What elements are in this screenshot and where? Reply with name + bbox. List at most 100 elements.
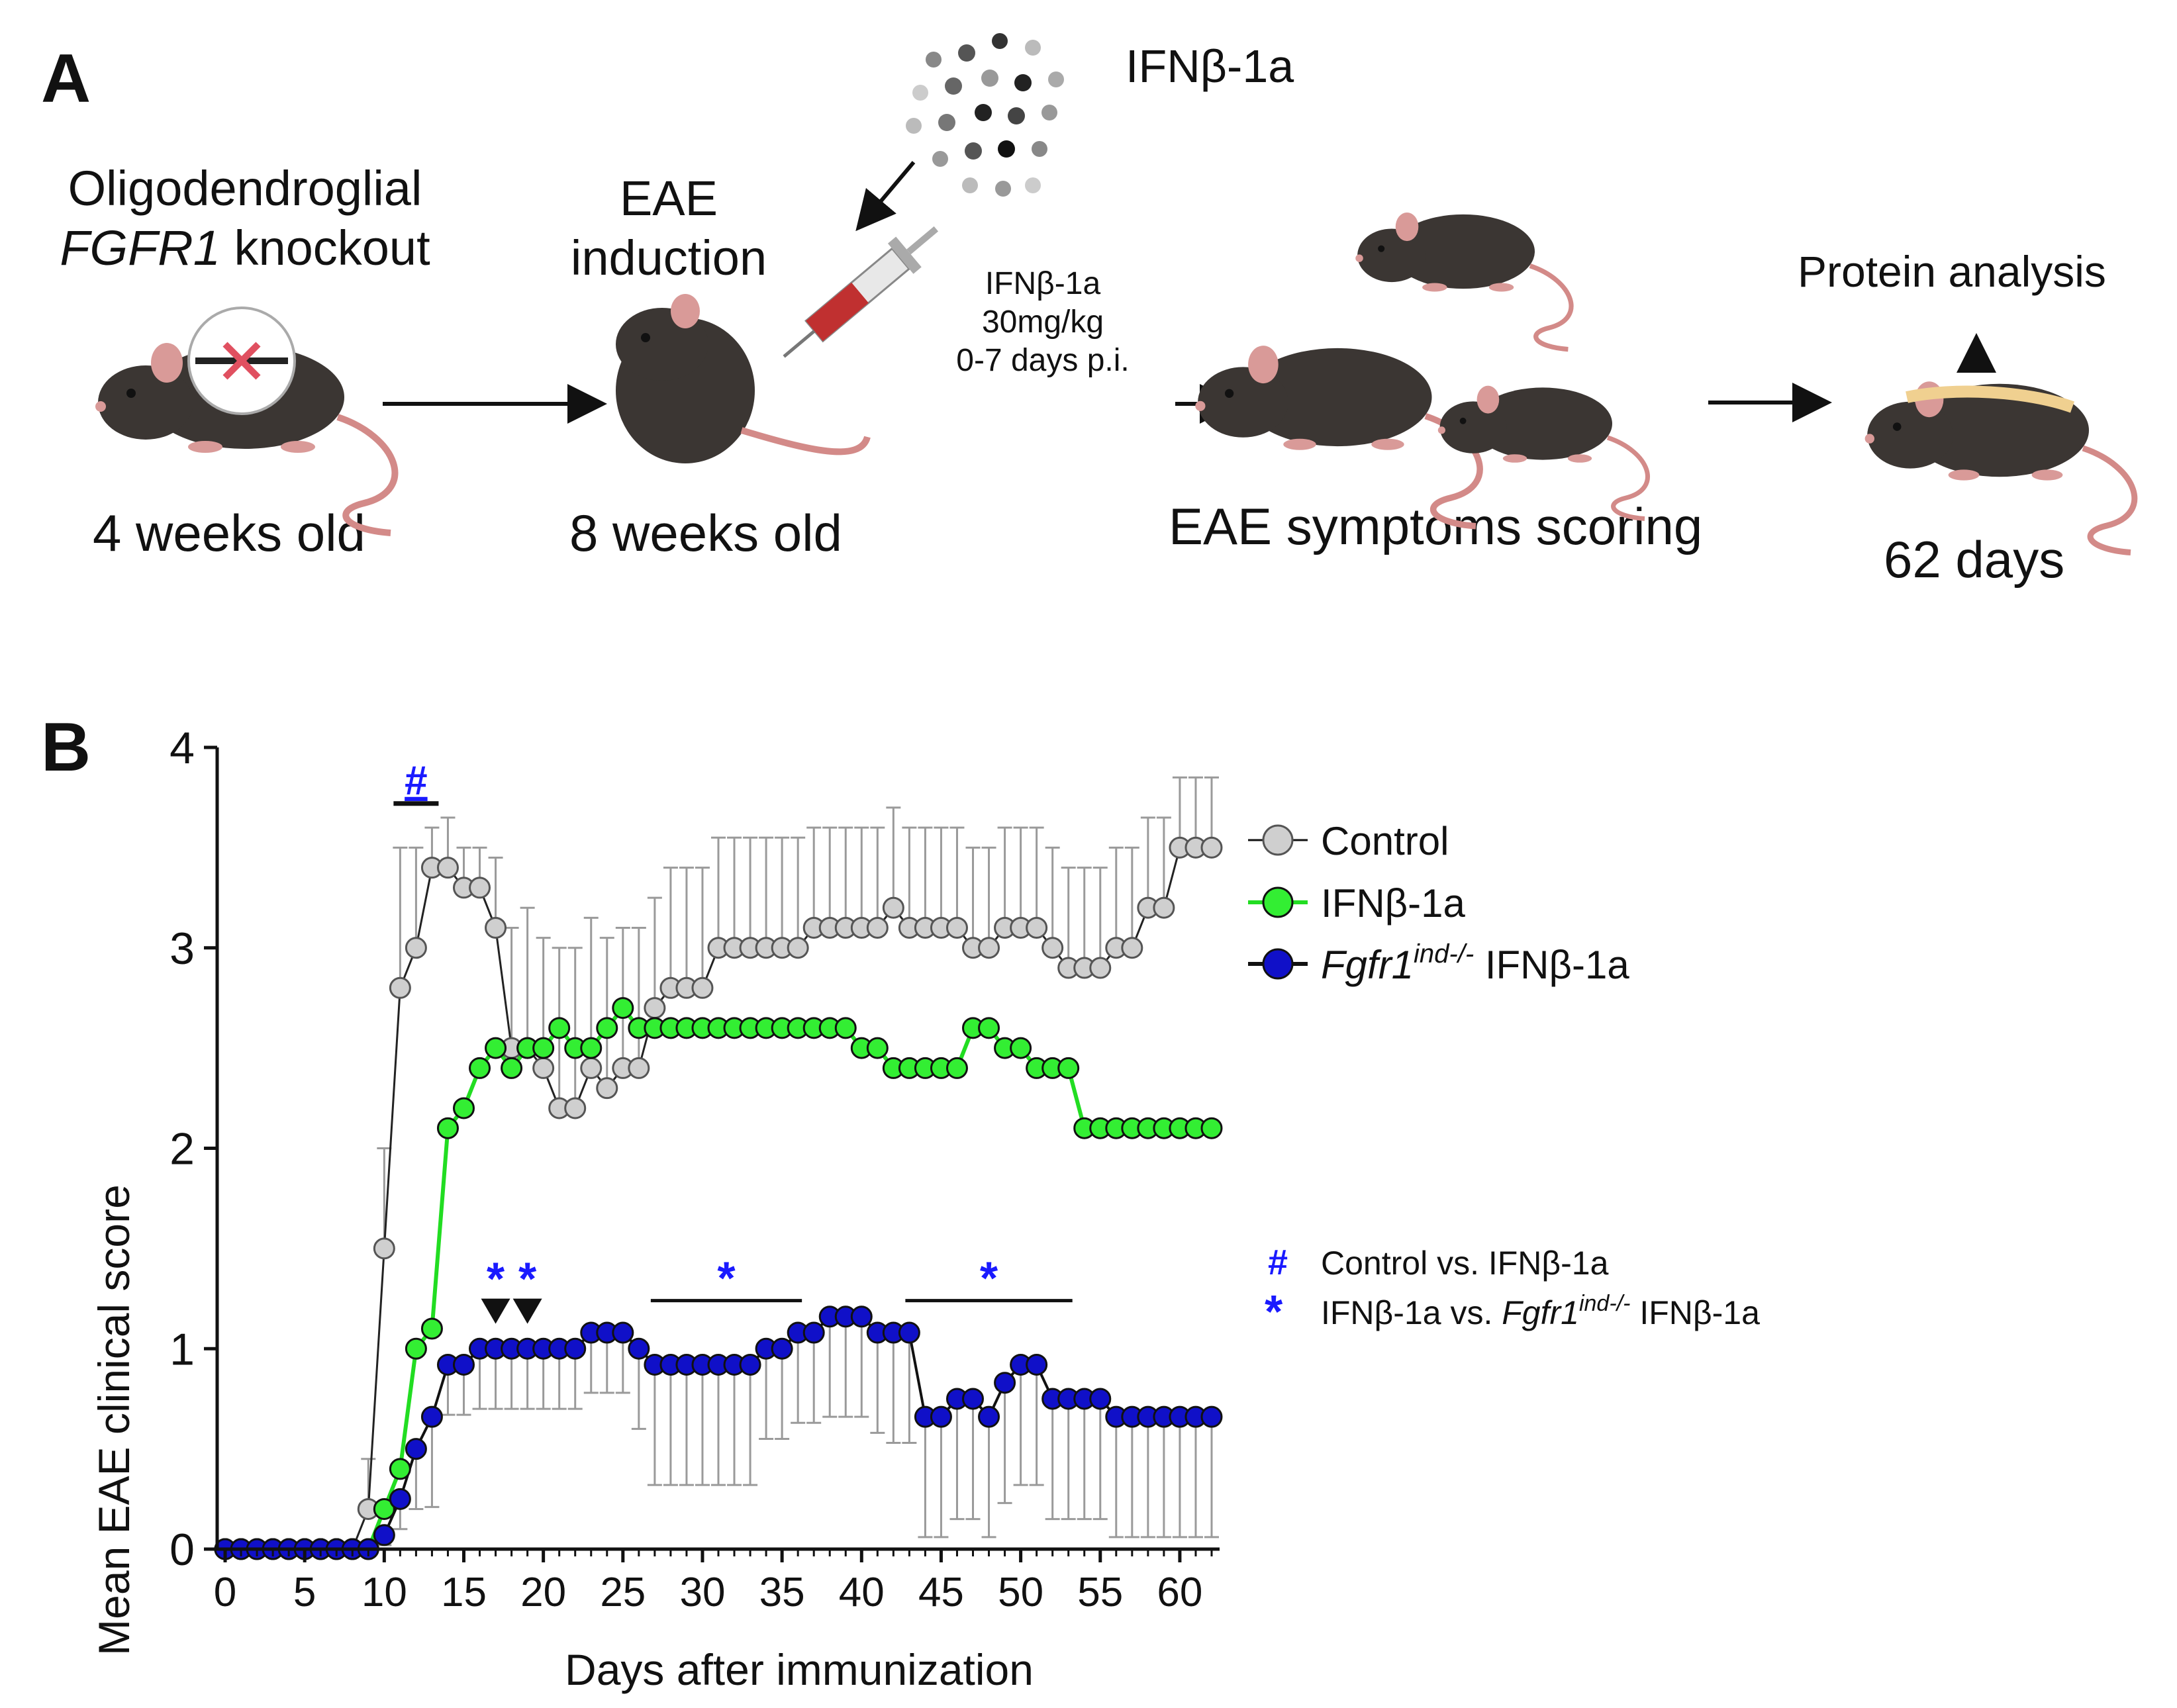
ifn-point [436,1117,459,1139]
fgfr-point [962,1388,985,1410]
age-8-weeks: 8 weeks old [569,504,842,562]
fgfr-point [405,1438,427,1460]
x-tick-label: 55 [1077,1570,1123,1615]
ifn-point [485,1037,507,1059]
ifn-point [532,1037,555,1059]
x-tick-label: 50 [998,1570,1043,1615]
control-point [691,976,714,999]
triangle-marker-icon [512,1298,542,1324]
y-axis-label: Mean EAE clinical score [89,1184,138,1656]
control-point [978,937,1000,959]
control-point [405,937,427,959]
syringe-icon [783,226,939,358]
star-symbol: * [1265,1286,1283,1337]
ifn-point [866,1037,889,1059]
ifn-point [978,1017,1000,1039]
hash-symbol: # [1268,1243,1288,1282]
x-tick-label: 60 [1157,1570,1202,1615]
control-point [866,916,889,939]
knockout-suffix: knockout [220,220,430,275]
legend: Control IFNβ-1a Fgfr1ind-/- IFNβ-1a [1248,819,1629,987]
dose-line1: IFNβ-1a [985,266,1101,301]
control-point [389,976,411,999]
ifn-point [548,1017,571,1039]
arrow-drug [855,161,916,232]
ifn-point [405,1337,427,1360]
protein-analysis-mouse-illustration [1865,381,2135,552]
fgfr-point [994,1372,1016,1394]
fgfr1-gene-label: FGFR1 [60,220,220,275]
fgfr-point [612,1321,634,1344]
panel-a-label: A [41,40,91,117]
fgfr-point [771,1337,793,1360]
control-point [1089,957,1112,979]
fgfr-point [978,1405,1000,1428]
series-points [214,836,1223,1560]
eae-scoring-mice-illustration [1195,213,1647,526]
x-tick-label: 20 [520,1570,566,1615]
control-point [596,1077,618,1100]
star-significance-mark: * [717,1253,736,1304]
hash-significance-mark: # [405,758,427,804]
hash-legend-text: Control vs. IFNβ-1a [1321,1245,1609,1282]
control-point [1026,916,1048,939]
triangle-marker-icon [481,1298,510,1324]
legend-ifn-label: IFNβ-1a [1321,881,1466,925]
significance-legend: # Control vs. IFNβ-1a * IFNβ-1a vs. Fgfr… [1265,1243,1760,1337]
legend-item-control: Control [1248,819,1449,863]
control-point [1121,937,1143,959]
control-point [469,877,491,899]
ifn-point [389,1458,411,1480]
control-point [373,1237,395,1260]
control-point [532,1057,555,1079]
protein-analysis-label: Protein analysis [1798,247,2106,296]
fgfr-point [389,1488,411,1510]
control-point [485,916,507,939]
legend-item-ifn: IFNβ-1a [1248,881,1466,925]
dose-line3: 0-7 days p.i. [956,343,1130,378]
error-bars [361,776,1219,1546]
significance-annotations: #* * * * [393,758,1073,1324]
control-point [1200,836,1223,859]
legend-control-marker [1262,824,1294,856]
ifn-point [612,997,634,1020]
control-point [580,1057,603,1079]
y-tick-label: 3 [169,924,195,974]
x-tick-label: 45 [918,1570,964,1615]
x-tick-label: 10 [362,1570,407,1615]
knockout-caption: Oligodendroglial FGFR1 knockout [53,159,437,278]
knockout-mouse-illustration [95,307,395,533]
eae-induction-mouse-illustration [616,226,939,463]
ifn-point [420,1317,443,1340]
fgfr-point [373,1524,395,1546]
legend-fgfr-label: Fgfr1ind-/- IFNβ-1a [1321,939,1629,987]
panel-a-graphics [0,33,2177,636]
control-point [1153,896,1175,919]
y-tick-label: 2 [169,1124,195,1174]
legend-item-fgfr: Fgfr1ind-/- IFNβ-1a [1248,939,1629,987]
fgfr-point [420,1405,443,1428]
knockout-line1: Oligodendroglial [68,161,422,216]
ifn-point [373,1497,395,1520]
ifn-point [452,1097,475,1119]
control-point [564,1097,587,1119]
dose-caption: IFNβ-1a 30mg/kg 0-7 days p.i. [924,265,1162,380]
x-tick-label: 0 [214,1570,236,1615]
control-point [945,916,968,939]
fgfr-point [1089,1388,1112,1410]
x-axis-label: Days after immunization [565,1645,1034,1694]
age-4-weeks: 4 weeks old [93,504,365,562]
eae-induction-caption: EAE induction [563,169,775,288]
drug-label: IFNβ-1a [1126,40,1294,92]
control-point [1041,937,1064,959]
ifn-point [469,1057,491,1079]
fgfr-point [898,1321,920,1344]
control-point [644,997,666,1020]
ifn-point [580,1037,603,1059]
fgfr-point [628,1337,650,1360]
panel-b-label: B [41,709,91,786]
y-tick-label: 0 [169,1525,195,1575]
ifn-point [1200,1117,1223,1139]
control-point [787,937,809,959]
